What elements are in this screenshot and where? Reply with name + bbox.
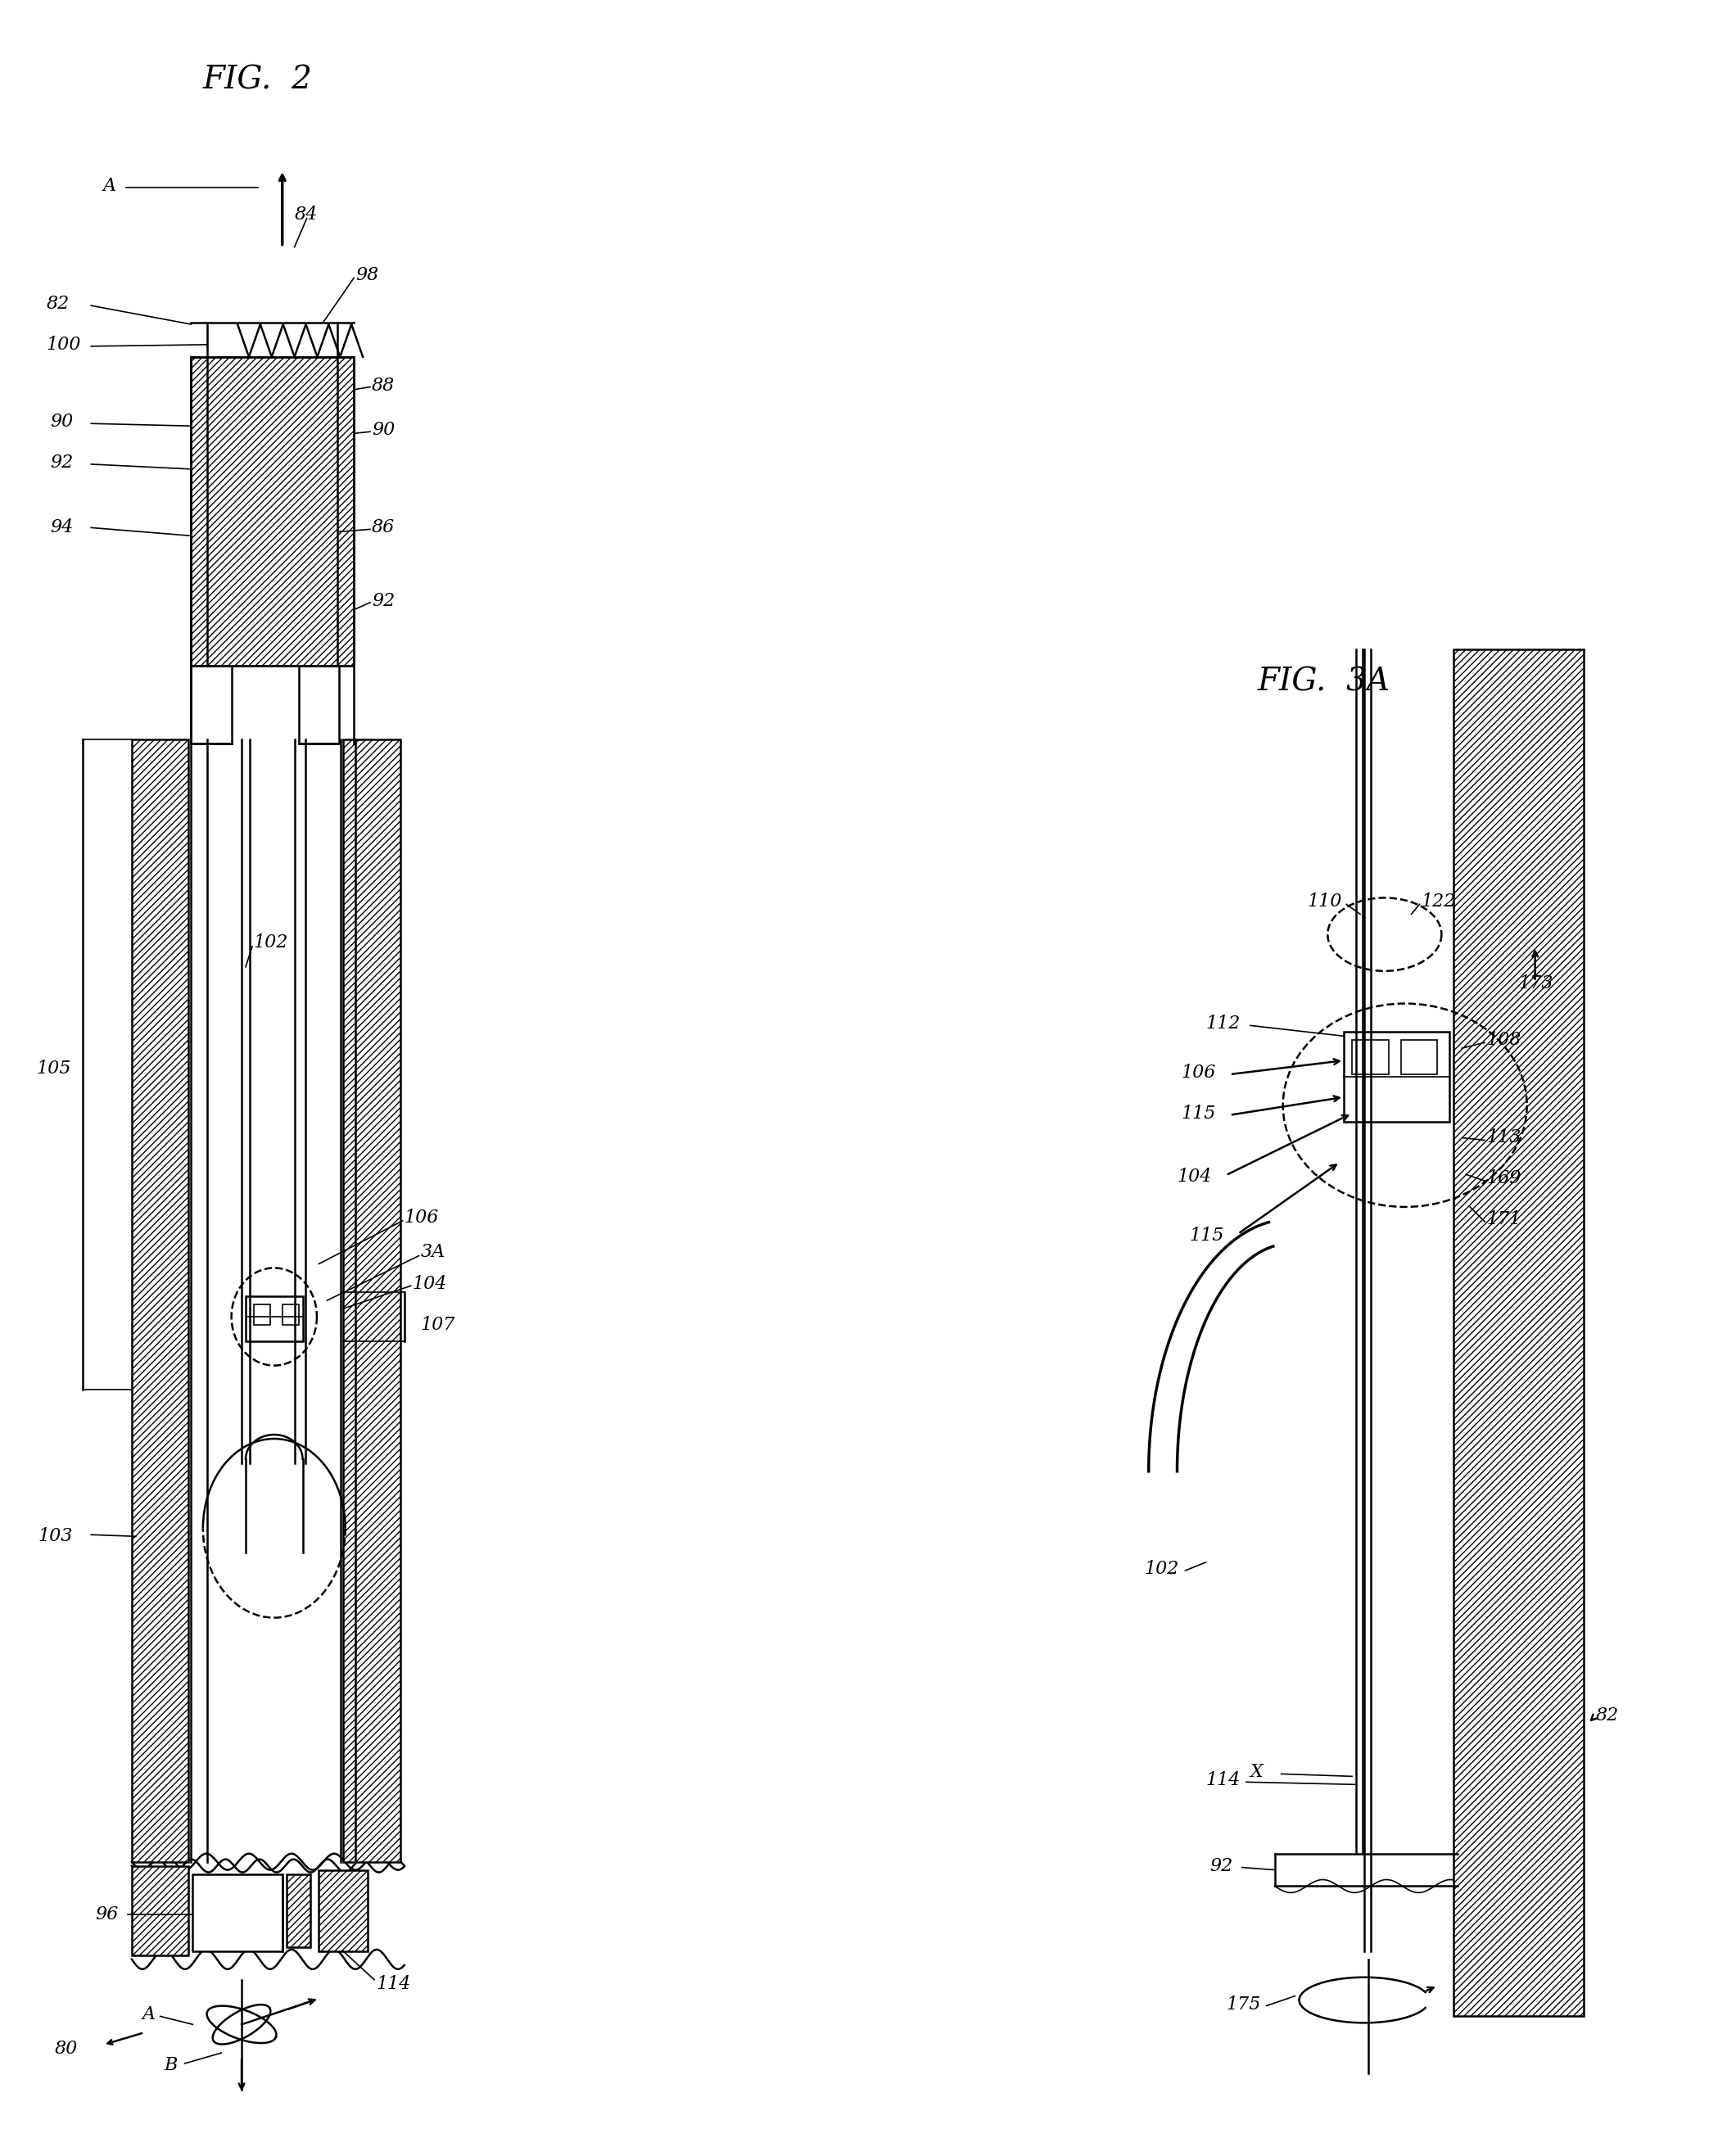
Text: 112: 112 bbox=[1205, 1016, 1240, 1033]
Text: 82: 82 bbox=[47, 294, 69, 313]
Text: 3A: 3A bbox=[420, 1243, 446, 1260]
Text: 92: 92 bbox=[372, 593, 394, 610]
Bar bbox=[1401, 1039, 1437, 1074]
Text: B: B bbox=[165, 2057, 177, 2074]
Text: 171: 171 bbox=[1486, 1211, 1521, 1228]
Text: A: A bbox=[142, 2005, 156, 2025]
Text: 175: 175 bbox=[1226, 1995, 1260, 2014]
Text: 173: 173 bbox=[1519, 975, 1554, 992]
Text: 84: 84 bbox=[295, 206, 318, 223]
Text: 82: 82 bbox=[1595, 1707, 1620, 1724]
Text: 90: 90 bbox=[50, 412, 73, 432]
Text: 86: 86 bbox=[372, 520, 394, 537]
Bar bbox=[132, 1866, 189, 1956]
Text: 108: 108 bbox=[1486, 1031, 1521, 1050]
Bar bbox=[1352, 1039, 1389, 1074]
Text: 114: 114 bbox=[375, 1975, 410, 1992]
Text: 98: 98 bbox=[356, 266, 378, 286]
Bar bbox=[1344, 1033, 1450, 1121]
Text: 80: 80 bbox=[54, 2040, 78, 2057]
Text: 114: 114 bbox=[1205, 1771, 1240, 1788]
Bar bbox=[344, 739, 401, 1861]
Text: 105: 105 bbox=[36, 1061, 71, 1078]
Bar bbox=[319, 1870, 368, 1952]
Text: 94: 94 bbox=[50, 520, 73, 537]
Text: 104: 104 bbox=[413, 1275, 448, 1292]
Bar bbox=[247, 1297, 302, 1342]
Text: 107: 107 bbox=[420, 1316, 455, 1333]
Bar bbox=[193, 1874, 283, 1952]
Text: 104: 104 bbox=[1177, 1168, 1212, 1185]
Text: FIG.  3A: FIG. 3A bbox=[1257, 668, 1391, 698]
Text: 96: 96 bbox=[95, 1907, 118, 1924]
Bar bbox=[191, 666, 233, 743]
Text: 103: 103 bbox=[38, 1527, 73, 1546]
Bar bbox=[299, 666, 339, 743]
Text: 110: 110 bbox=[1307, 893, 1342, 910]
Text: 106: 106 bbox=[404, 1209, 439, 1226]
Text: 102: 102 bbox=[1144, 1561, 1179, 1578]
Bar bbox=[253, 1305, 271, 1325]
Bar bbox=[283, 1305, 299, 1325]
Text: 113: 113 bbox=[1486, 1129, 1521, 1146]
Text: 92: 92 bbox=[1210, 1857, 1233, 1874]
Text: 115: 115 bbox=[1189, 1226, 1224, 1245]
Text: FIG.  2: FIG. 2 bbox=[203, 64, 312, 94]
Text: 100: 100 bbox=[47, 335, 82, 354]
Bar bbox=[286, 1874, 311, 1947]
Bar bbox=[191, 356, 354, 666]
Text: X: X bbox=[1250, 1763, 1264, 1782]
Text: A: A bbox=[104, 176, 116, 195]
Text: 90: 90 bbox=[372, 421, 394, 438]
Bar bbox=[132, 739, 189, 1861]
Text: 102: 102 bbox=[253, 934, 288, 951]
Text: 88: 88 bbox=[372, 376, 394, 395]
Text: 122: 122 bbox=[1422, 893, 1457, 910]
Text: 92: 92 bbox=[50, 453, 73, 472]
Text: 106: 106 bbox=[1180, 1063, 1215, 1082]
Text: 169: 169 bbox=[1486, 1170, 1521, 1187]
Text: 115: 115 bbox=[1180, 1104, 1215, 1123]
Bar bbox=[1453, 651, 1583, 2016]
